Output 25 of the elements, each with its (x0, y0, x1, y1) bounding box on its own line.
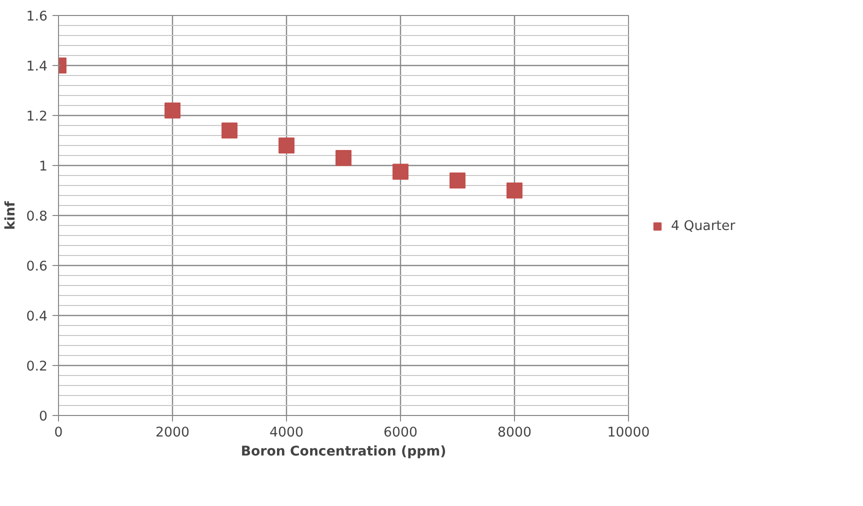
x-tick-label: 0 (54, 426, 63, 440)
x-tick-label: 4000 (270, 426, 304, 440)
y-axis-title: kinf (3, 200, 18, 230)
point (164, 102, 180, 118)
y-tick-label: 1.2 (26, 110, 48, 124)
y-tick-label: 0 (39, 410, 48, 424)
x-tick-label: 2000 (156, 426, 190, 440)
y-tick-label: 0.4 (26, 310, 48, 324)
x-tick-label: 10000 (607, 426, 650, 440)
x-tick-label: 6000 (384, 426, 418, 440)
point (278, 138, 294, 154)
point (392, 164, 408, 180)
x-tick-label: 8000 (498, 426, 532, 440)
y-tick-label: 1 (39, 160, 48, 174)
legend-label: 4 Quarter (671, 218, 736, 234)
y-tick-label: 1.6 (26, 10, 48, 24)
point (222, 122, 238, 138)
point (450, 172, 466, 188)
y-tick-label: 1.4 (26, 60, 48, 74)
point (506, 182, 522, 198)
y-tick-label: 0.2 (26, 360, 48, 374)
y-tick-label: 0.6 (26, 260, 48, 274)
x-axis-title: Boron Concentration (ppm) (240, 444, 446, 460)
point (336, 150, 352, 166)
y-tick-label: 0.8 (26, 210, 48, 224)
